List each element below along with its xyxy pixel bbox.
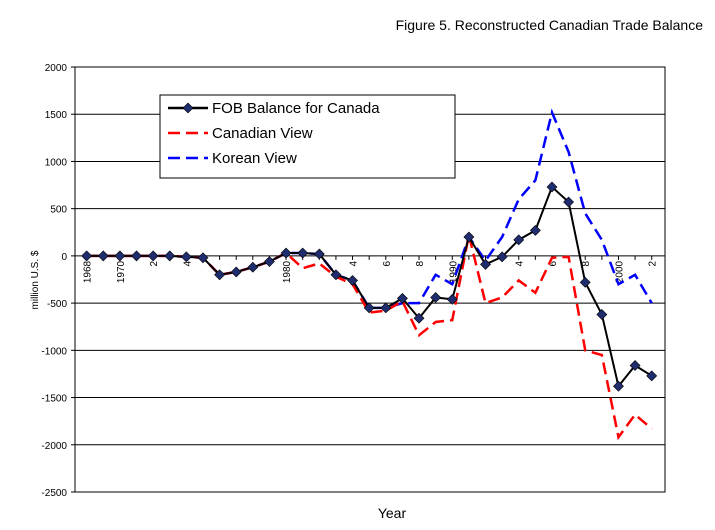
- y-tick-label: -500: [47, 299, 67, 310]
- legend-marker: [182, 102, 194, 114]
- data-point: [330, 269, 342, 281]
- data-point: [563, 196, 575, 208]
- data-point: [214, 269, 226, 281]
- data-point: [413, 312, 425, 324]
- y-tick-label: 500: [50, 205, 67, 216]
- data-point: [131, 250, 142, 262]
- x-tick-label: 2: [149, 260, 160, 266]
- series-line: [86, 185, 653, 389]
- data-point: [596, 309, 608, 320]
- x-tick-label: 2: [648, 260, 659, 266]
- x-tick-label: 1980: [282, 260, 293, 283]
- data-point: [363, 302, 375, 314]
- data-point: [180, 251, 192, 263]
- data-point: [613, 380, 624, 392]
- data-point: [380, 302, 392, 314]
- x-tick-label: 1990: [448, 260, 459, 283]
- data-point: [529, 224, 541, 236]
- x-axis-label: Year: [378, 505, 407, 521]
- data-point: [114, 250, 126, 262]
- x-tick-label: 8: [415, 260, 426, 266]
- data-point: [264, 256, 275, 267]
- x-tick-label: 4: [349, 260, 360, 266]
- x-tick-label: 6: [548, 260, 559, 266]
- y-tick-label: 1000: [45, 157, 68, 168]
- chart-title: Figure 5. Reconstructed Canadian Trade B…: [396, 17, 704, 33]
- data-point: [480, 258, 491, 270]
- data-point: [446, 293, 458, 305]
- x-tick-label: 2000: [614, 260, 625, 283]
- x-tick-label: 8: [581, 260, 592, 266]
- data-point: [230, 266, 242, 278]
- data-point: [280, 247, 292, 259]
- y-tick-label: 0: [61, 252, 67, 263]
- y-axis-label: million U.S. $: [30, 250, 41, 309]
- x-tick-label: 1968: [83, 260, 94, 283]
- data-point: [164, 250, 176, 262]
- data-point: [396, 292, 408, 304]
- data-point: [147, 250, 159, 262]
- data-point: [546, 181, 558, 193]
- y-tick-label: 1500: [45, 110, 68, 121]
- plot-frame: [74, 66, 666, 493]
- data-point: [629, 360, 641, 371]
- data-point: [247, 261, 259, 273]
- legend-label: Korean View: [212, 150, 297, 167]
- series-line: [86, 234, 653, 441]
- data-point: [197, 252, 209, 264]
- y-tick-label: -1500: [41, 394, 67, 405]
- x-tick-label: 4: [515, 260, 526, 266]
- data-point: [646, 370, 658, 382]
- legend-label: FOB Balance for Canada: [212, 100, 380, 117]
- data-point: [579, 276, 591, 288]
- data-point: [313, 248, 325, 260]
- data-point: [97, 250, 109, 262]
- y-tick-label: -2500: [41, 488, 67, 499]
- data-point: [297, 247, 309, 259]
- y-tick-label: -2000: [41, 441, 67, 452]
- x-tick-label: 1970: [116, 260, 127, 283]
- y-tick-label: -1000: [41, 346, 67, 357]
- data-point: [513, 234, 525, 246]
- legend-box: [159, 94, 456, 179]
- x-tick-label: 4: [182, 260, 193, 266]
- legend: FOB Balance for Canada Canadian View Korea…: [159, 94, 456, 179]
- x-tick-label: 6: [382, 260, 393, 266]
- legend-label: Canadian View: [212, 125, 313, 142]
- data-point: [347, 275, 358, 286]
- data-point: [496, 251, 508, 263]
- data-point: [430, 292, 442, 303]
- data-point: [81, 250, 93, 262]
- data-point: [463, 231, 475, 243]
- y-tick-label: 2000: [45, 63, 68, 74]
